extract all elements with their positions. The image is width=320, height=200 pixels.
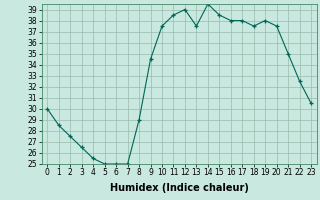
- X-axis label: Humidex (Indice chaleur): Humidex (Indice chaleur): [110, 183, 249, 193]
